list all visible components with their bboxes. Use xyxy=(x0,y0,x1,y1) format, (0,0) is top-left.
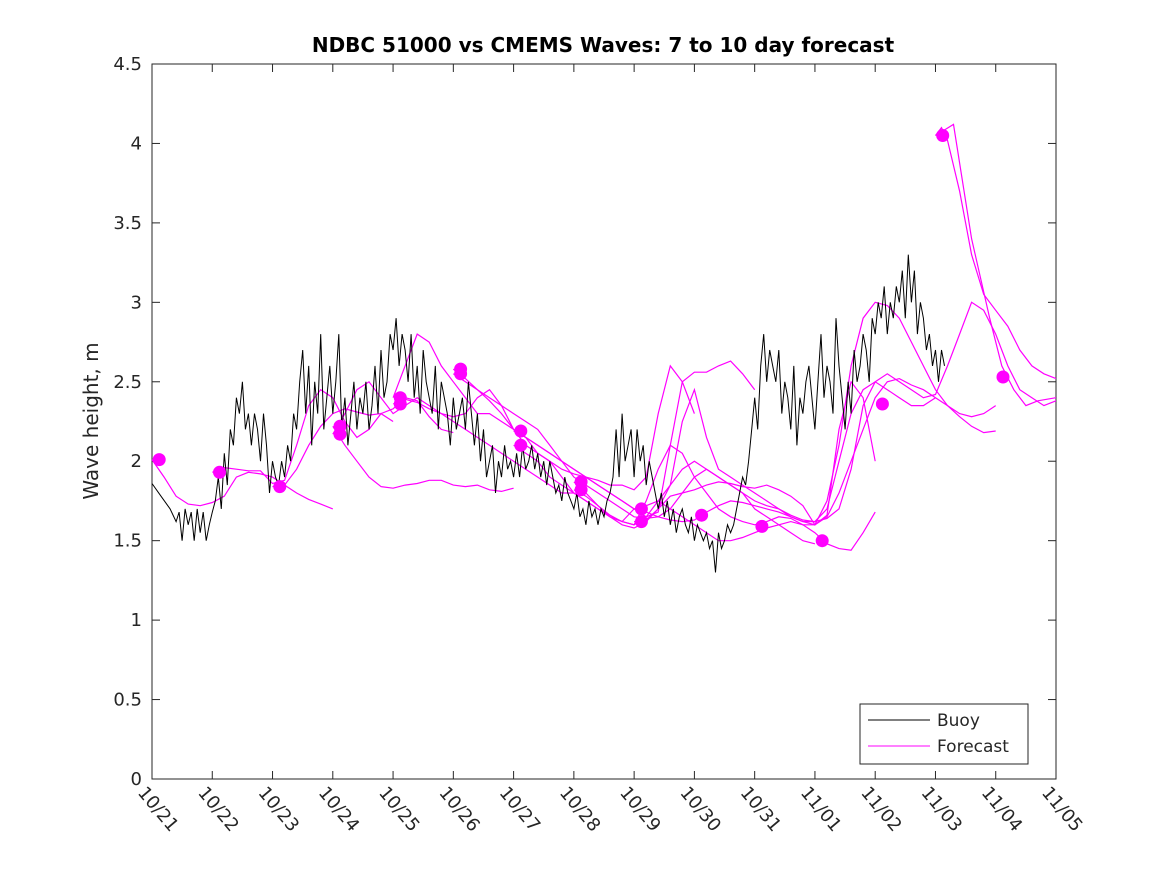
forecast-start-marker xyxy=(514,438,528,452)
forecast-start-marker xyxy=(514,424,528,438)
forecast-line-17 xyxy=(935,123,1057,407)
y-tick-label: 0 xyxy=(131,769,142,790)
legend-forecast-label: Forecast xyxy=(937,737,1009,757)
y-axis-label: Wave height, m xyxy=(79,342,103,499)
y-tick-label: 4 xyxy=(131,133,142,154)
legend: Buoy Forecast xyxy=(859,703,1029,765)
legend-box xyxy=(859,703,1029,765)
forecast-start-marker xyxy=(755,519,769,533)
forecast-start-marker xyxy=(815,534,829,548)
forecast-line-15 xyxy=(634,301,1057,523)
plot-area xyxy=(151,63,1057,780)
y-tick-label: 4.5 xyxy=(113,54,142,75)
y-tick-label: 3.5 xyxy=(113,213,142,234)
y-tick-label: 1 xyxy=(131,610,142,631)
forecast-start-marker xyxy=(695,508,709,522)
forecast-start-marker xyxy=(393,397,407,411)
y-tick-label: 2 xyxy=(131,451,142,472)
forecast-line-14 xyxy=(633,377,997,526)
forecast-line-1 xyxy=(151,459,334,510)
y-tick-label: 1.5 xyxy=(113,531,142,552)
y-tick-label: 3 xyxy=(131,292,142,313)
forecast-start-marker xyxy=(454,367,468,381)
forecast-start-marker xyxy=(152,453,166,467)
forecast-start-marker xyxy=(574,483,588,497)
forecast-start-marker xyxy=(936,129,950,142)
forecast-line-9 xyxy=(452,373,816,545)
y-tick-label: 2.5 xyxy=(113,372,142,393)
forecast-start-marker xyxy=(634,502,648,516)
forecast-start-marker xyxy=(213,465,226,479)
forecast-start-marker xyxy=(273,480,287,494)
forecast-line-10 xyxy=(513,430,876,551)
y-tick-label: 0.5 xyxy=(113,690,142,711)
buoy-line xyxy=(151,254,945,573)
forecast-start-marker xyxy=(333,427,347,441)
legend-buoy-label: Buoy xyxy=(937,711,980,731)
chart-title: NDBC 51000 vs CMEMS Waves: 7 to 10 day f… xyxy=(312,33,895,57)
forecast-line-2 xyxy=(212,388,394,485)
forecast-start-marker xyxy=(875,397,889,411)
forecast-line-4 xyxy=(332,425,514,493)
series-layer xyxy=(151,123,1057,573)
forecast-start-marker xyxy=(996,370,1010,384)
forecast-line-7 xyxy=(392,364,695,491)
forecast-start-markers xyxy=(152,129,1010,548)
forecast-start-marker xyxy=(634,515,648,529)
